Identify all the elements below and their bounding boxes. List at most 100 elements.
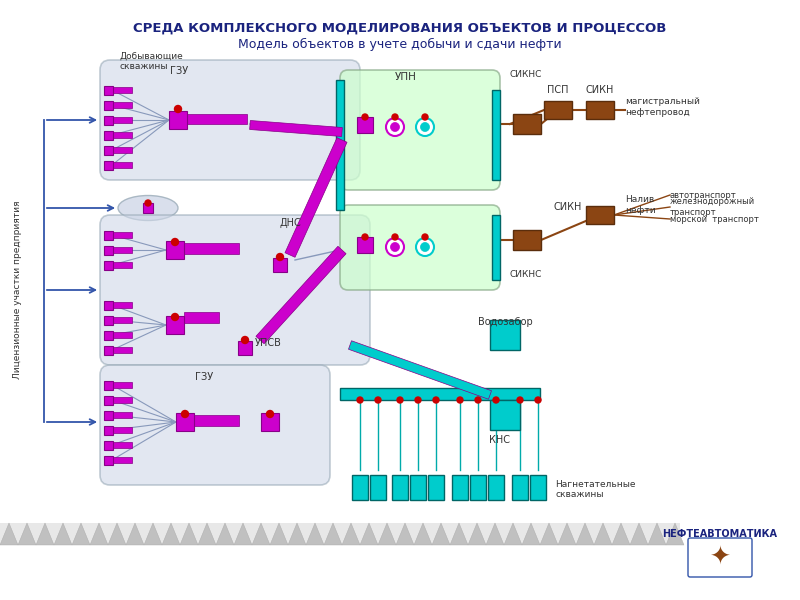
Polygon shape bbox=[576, 523, 594, 545]
Polygon shape bbox=[594, 523, 612, 545]
Polygon shape bbox=[252, 523, 270, 545]
Polygon shape bbox=[324, 523, 342, 545]
Polygon shape bbox=[90, 523, 108, 545]
Polygon shape bbox=[198, 523, 216, 545]
Bar bbox=[103, 100, 113, 109]
Polygon shape bbox=[648, 523, 666, 545]
Circle shape bbox=[386, 238, 404, 256]
Polygon shape bbox=[468, 523, 486, 545]
Circle shape bbox=[362, 114, 368, 120]
Polygon shape bbox=[112, 87, 132, 93]
Circle shape bbox=[392, 234, 398, 240]
Bar bbox=[169, 111, 187, 129]
Polygon shape bbox=[180, 523, 198, 545]
Polygon shape bbox=[112, 442, 132, 448]
Circle shape bbox=[242, 337, 249, 343]
Polygon shape bbox=[144, 523, 162, 545]
Bar bbox=[103, 316, 113, 325]
Polygon shape bbox=[558, 523, 576, 545]
Circle shape bbox=[457, 397, 463, 403]
Polygon shape bbox=[36, 523, 54, 545]
Polygon shape bbox=[112, 262, 132, 268]
Polygon shape bbox=[234, 523, 252, 545]
Polygon shape bbox=[194, 415, 239, 426]
Circle shape bbox=[421, 122, 430, 131]
Ellipse shape bbox=[118, 196, 178, 220]
FancyBboxPatch shape bbox=[100, 215, 370, 365]
Circle shape bbox=[277, 253, 283, 260]
Polygon shape bbox=[112, 317, 132, 323]
Circle shape bbox=[416, 118, 434, 136]
Bar bbox=[586, 101, 614, 119]
Polygon shape bbox=[112, 412, 132, 418]
Circle shape bbox=[174, 106, 182, 113]
Text: ГЗУ: ГЗУ bbox=[195, 372, 214, 382]
Polygon shape bbox=[187, 114, 247, 124]
Circle shape bbox=[392, 114, 398, 120]
Bar bbox=[103, 115, 113, 124]
Bar bbox=[238, 341, 252, 355]
Circle shape bbox=[421, 242, 430, 251]
Bar bbox=[512, 475, 528, 500]
Polygon shape bbox=[612, 523, 630, 545]
Polygon shape bbox=[72, 523, 90, 545]
Text: морской  транспорт: морской транспорт bbox=[670, 214, 759, 223]
Polygon shape bbox=[112, 397, 132, 403]
Circle shape bbox=[390, 122, 399, 131]
Bar bbox=[336, 80, 344, 210]
Bar bbox=[103, 245, 113, 254]
Circle shape bbox=[266, 410, 274, 418]
Bar bbox=[176, 413, 194, 431]
Polygon shape bbox=[270, 523, 288, 545]
Bar bbox=[410, 475, 426, 500]
Polygon shape bbox=[0, 523, 18, 545]
Polygon shape bbox=[112, 102, 132, 108]
Bar bbox=[166, 316, 184, 334]
Circle shape bbox=[145, 200, 151, 206]
Circle shape bbox=[422, 234, 428, 240]
Text: УПСВ: УПСВ bbox=[255, 338, 282, 348]
Text: Водозабор: Водозабор bbox=[478, 317, 532, 327]
Circle shape bbox=[475, 397, 481, 403]
Polygon shape bbox=[666, 523, 684, 545]
Polygon shape bbox=[112, 457, 132, 463]
Text: Добывающие
скважины: Добывающие скважины bbox=[120, 52, 184, 71]
Circle shape bbox=[416, 238, 434, 256]
Bar bbox=[452, 475, 468, 500]
Polygon shape bbox=[112, 427, 132, 433]
Text: Налив
нефти: Налив нефти bbox=[625, 196, 656, 215]
Bar bbox=[530, 475, 546, 500]
Polygon shape bbox=[360, 523, 378, 545]
Bar bbox=[103, 410, 113, 419]
Bar bbox=[103, 301, 113, 310]
Text: Модель объектов в учете добычи и сдачи нефти: Модель объектов в учете добычи и сдачи н… bbox=[238, 38, 562, 51]
Polygon shape bbox=[256, 246, 346, 344]
Circle shape bbox=[433, 397, 439, 403]
Polygon shape bbox=[18, 523, 36, 545]
Polygon shape bbox=[486, 523, 504, 545]
Polygon shape bbox=[522, 523, 540, 545]
Bar bbox=[490, 320, 520, 350]
Text: СИКН: СИКН bbox=[554, 202, 582, 212]
Polygon shape bbox=[396, 523, 414, 545]
Circle shape bbox=[493, 397, 499, 403]
Polygon shape bbox=[108, 523, 126, 545]
Polygon shape bbox=[450, 523, 468, 545]
Circle shape bbox=[415, 397, 421, 403]
Circle shape bbox=[171, 313, 178, 320]
Text: ДНС: ДНС bbox=[280, 218, 302, 228]
Bar bbox=[392, 475, 408, 500]
Circle shape bbox=[171, 238, 178, 245]
Circle shape bbox=[386, 118, 404, 136]
Bar bbox=[513, 230, 541, 250]
Text: автотранспорт: автотранспорт bbox=[670, 191, 737, 199]
Polygon shape bbox=[288, 523, 306, 545]
Bar bbox=[103, 425, 113, 434]
Circle shape bbox=[422, 114, 428, 120]
Polygon shape bbox=[112, 247, 132, 253]
Bar bbox=[492, 215, 500, 280]
Polygon shape bbox=[112, 232, 132, 238]
Bar bbox=[273, 258, 287, 272]
Polygon shape bbox=[349, 341, 491, 399]
Text: Нагнетательные
скважины: Нагнетательные скважины bbox=[555, 480, 635, 499]
